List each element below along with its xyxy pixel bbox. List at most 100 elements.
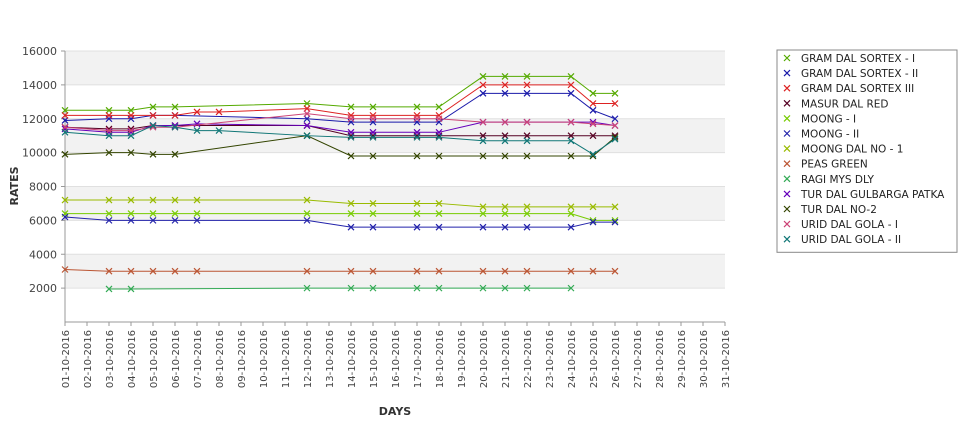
data-point	[303, 122, 311, 129]
legend-marker	[783, 114, 791, 122]
data-point	[105, 132, 113, 140]
x-tick-label: 03-10-2016	[105, 330, 116, 388]
data-point	[347, 152, 355, 160]
data-point	[105, 216, 113, 224]
plot-bands	[65, 51, 725, 289]
data-point	[127, 106, 135, 114]
data-point	[523, 132, 531, 140]
data-point	[611, 100, 619, 107]
x-tick-label: 18-10-2016	[435, 330, 446, 388]
legend-marker	[783, 145, 791, 153]
y-tick-labels: 2000 4000 6000 8000 10000 12000 14000 16000	[22, 45, 57, 295]
data-point	[479, 152, 487, 160]
data-point	[413, 152, 421, 160]
data-point	[369, 128, 377, 136]
data-point	[149, 111, 157, 119]
data-point	[61, 117, 69, 124]
data-point	[479, 118, 487, 126]
data-point	[369, 133, 377, 141]
data-point	[435, 284, 443, 292]
data-point	[193, 216, 201, 224]
legend-marker	[783, 99, 791, 107]
data-point	[149, 196, 157, 204]
series-6	[61, 196, 619, 211]
data-point	[435, 223, 443, 231]
data-point	[193, 108, 201, 116]
data-point	[435, 128, 443, 136]
data-point	[589, 89, 597, 97]
series-1	[61, 89, 619, 126]
x-tick-label: 26-10-2016	[611, 330, 622, 388]
series-7	[61, 266, 619, 275]
data-point	[149, 150, 157, 158]
data-point	[589, 203, 597, 211]
legend-label: URID DAL GOLA - I	[801, 219, 898, 231]
data-point	[105, 267, 113, 275]
data-point	[479, 223, 487, 231]
data-point	[369, 152, 377, 160]
data-point	[105, 111, 113, 119]
data-point	[171, 150, 179, 158]
data-point	[479, 137, 487, 145]
data-point	[567, 223, 575, 231]
data-point	[479, 284, 487, 292]
y-tick-label: 8000	[29, 181, 57, 194]
data-point	[303, 267, 311, 275]
y-tick-label: 2000	[29, 282, 57, 295]
data-point	[105, 106, 113, 114]
data-point	[171, 111, 179, 119]
axes	[61, 50, 726, 326]
data-point	[567, 152, 575, 160]
data-point	[523, 284, 531, 292]
y-tick-label: 10000	[22, 147, 57, 160]
y-tick-label: 4000	[29, 248, 57, 261]
data-point	[567, 203, 575, 211]
data-point	[369, 200, 377, 207]
data-point	[589, 267, 597, 275]
data-point	[523, 89, 531, 97]
data-point	[303, 196, 311, 204]
x-tick-label: 01-10-2016	[61, 330, 72, 388]
x-tick-label: 16-10-2016	[391, 330, 402, 388]
x-tick-label: 31-10-2016	[721, 330, 732, 388]
legend-label: TUR DAL NO-2	[800, 204, 877, 216]
x-tick-label: 20-10-2016	[479, 330, 490, 388]
series-12	[61, 122, 619, 158]
data-point	[347, 133, 355, 141]
x-tick-label: 10-10-2016	[259, 330, 270, 388]
data-point	[413, 284, 421, 292]
y-tick-label: 6000	[29, 214, 57, 227]
data-point	[567, 89, 575, 97]
data-point	[303, 105, 311, 113]
x-tick-label: 28-10-2016	[655, 330, 666, 388]
legend-box	[776, 49, 958, 253]
legend-marker	[783, 235, 791, 243]
x-tick-label: 02-10-2016	[83, 330, 94, 388]
legend-label: GRAM DAL SORTEX III	[801, 83, 914, 95]
series-layer	[61, 72, 619, 293]
data-point	[127, 132, 135, 140]
data-point	[567, 72, 575, 80]
data-point	[413, 223, 421, 231]
data-point	[523, 210, 531, 218]
data-point	[589, 106, 597, 114]
data-point	[523, 203, 531, 211]
x-tick-label: 30-10-2016	[699, 330, 710, 388]
data-point	[149, 103, 157, 111]
data-point	[413, 267, 421, 275]
x-tick-label: 04-10-2016	[127, 330, 138, 388]
data-point	[369, 103, 377, 111]
data-point	[171, 123, 179, 131]
x-tick-label: 29-10-2016	[677, 330, 688, 388]
data-point	[347, 223, 355, 231]
data-point	[61, 213, 69, 221]
data-point	[105, 149, 113, 157]
series-4	[61, 210, 619, 224]
data-point	[523, 81, 531, 89]
data-point	[523, 223, 531, 231]
grid-lines	[65, 50, 725, 289]
data-point	[501, 152, 509, 160]
data-point	[501, 223, 509, 231]
data-point	[61, 150, 69, 158]
y-axis-label: RATES	[8, 166, 21, 205]
